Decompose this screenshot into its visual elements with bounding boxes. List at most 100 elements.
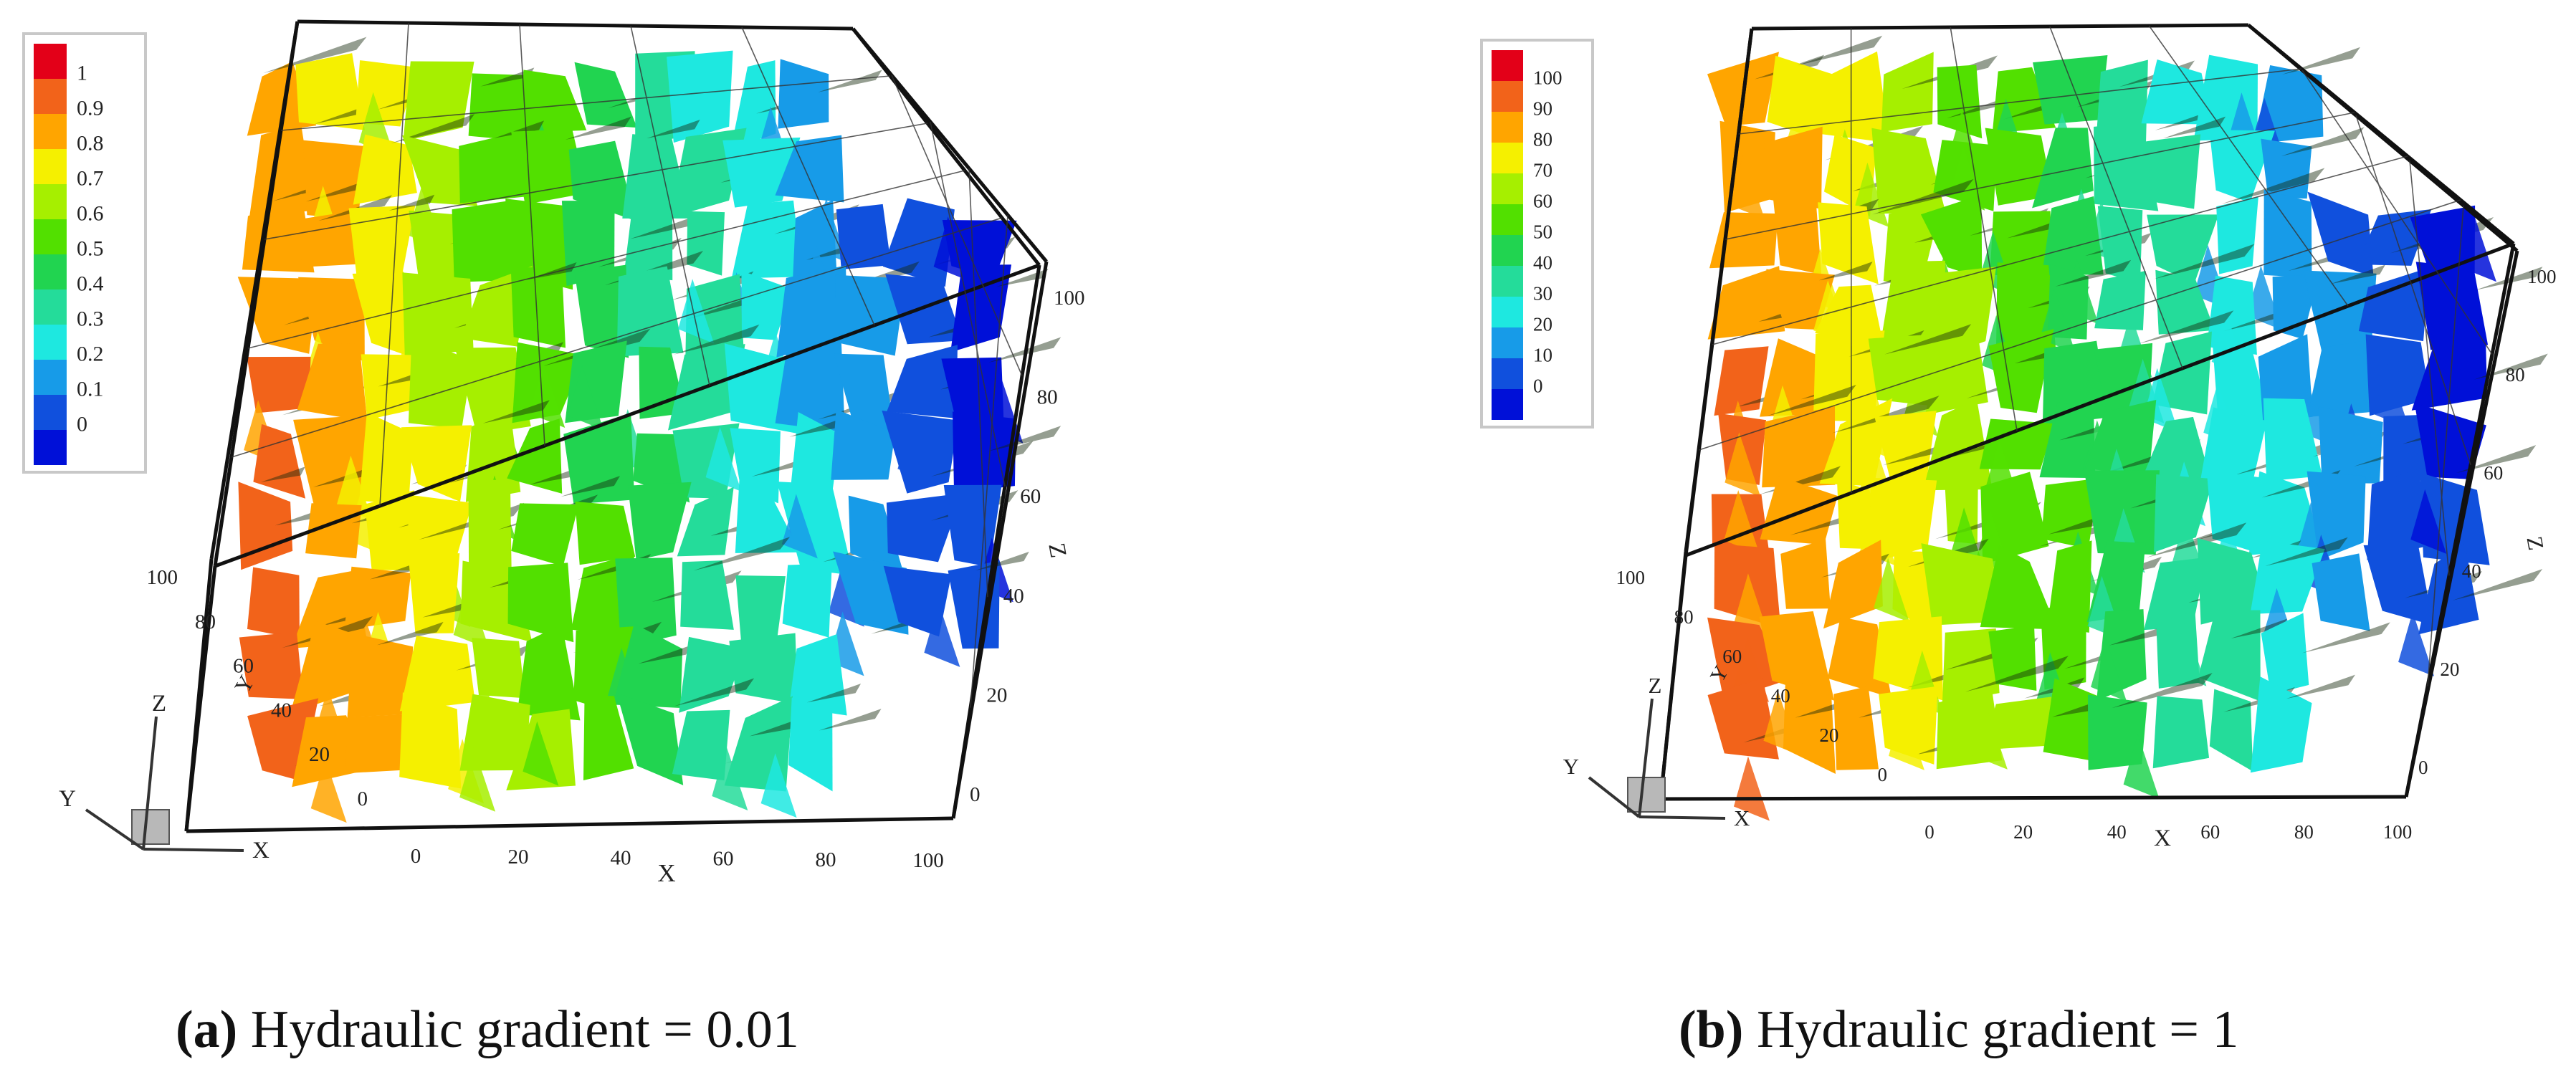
legend-label: 0.8 bbox=[77, 132, 104, 155]
fracture-patch bbox=[1764, 126, 1823, 209]
fracture-patch bbox=[507, 563, 574, 643]
x-tick-label: 20 bbox=[2013, 821, 2033, 843]
fracture-patch bbox=[1981, 697, 2052, 750]
y-tick-label: 20 bbox=[309, 743, 330, 766]
fracture-patch bbox=[2198, 610, 2261, 702]
fracture-patch bbox=[574, 62, 637, 128]
caption-a: (a) Hydraulic gradient = 0.01 bbox=[176, 1000, 799, 1061]
triad-cube bbox=[131, 809, 170, 845]
fracture-patch bbox=[778, 59, 829, 129]
x-tick-label: 20 bbox=[508, 846, 529, 868]
fracture-patch bbox=[731, 200, 803, 279]
legend-swatch bbox=[34, 360, 67, 395]
fracture-plate bbox=[2410, 489, 2447, 554]
fracture-plate bbox=[2123, 734, 2160, 799]
triad-cube bbox=[1627, 777, 1666, 813]
legend-swatch bbox=[1492, 81, 1523, 112]
fracture-plate bbox=[1949, 145, 1985, 211]
fracture-shadow bbox=[975, 551, 1029, 570]
fracture-plate bbox=[924, 602, 960, 667]
grid-line bbox=[247, 170, 965, 349]
y-tick-label: 100 bbox=[147, 566, 178, 589]
fracture-shadow bbox=[482, 400, 550, 423]
legend-label: 10 bbox=[1533, 344, 1552, 365]
fracture-patch bbox=[1823, 540, 1883, 629]
grid-lines bbox=[1699, 25, 2493, 686]
fracture-patch bbox=[2154, 474, 2214, 552]
grid-line bbox=[630, 25, 710, 386]
fracture-plate bbox=[1888, 705, 1924, 770]
fracture-shadow bbox=[2330, 264, 2385, 284]
fracture-patch bbox=[2144, 557, 2207, 631]
fracture-patch bbox=[298, 277, 365, 362]
legend-swatch bbox=[34, 184, 67, 219]
legend-label: 0.3 bbox=[77, 307, 104, 331]
box-edge bbox=[209, 21, 300, 560]
fracture-patch bbox=[401, 425, 472, 502]
triad-x-label: X bbox=[252, 838, 269, 863]
fracture-shadow bbox=[275, 508, 324, 526]
fracture-shadow bbox=[388, 194, 435, 211]
fracture-patch bbox=[1881, 52, 1934, 133]
z-tick-label: 20 bbox=[2440, 659, 2459, 680]
fracture-shadow bbox=[391, 114, 475, 143]
fracture-patch bbox=[505, 198, 573, 290]
fracture-shadow bbox=[2452, 568, 2543, 600]
z-tick-label: 60 bbox=[1020, 485, 1041, 508]
fracture-patch bbox=[1762, 406, 1836, 488]
fracture-patch bbox=[2152, 696, 2210, 769]
grid-line bbox=[2301, 70, 2493, 355]
fracture-patch bbox=[2307, 338, 2379, 417]
fracture-shadow bbox=[313, 464, 377, 487]
z-tick-label: 100 bbox=[1054, 287, 1085, 310]
legend-swatch bbox=[1492, 50, 1523, 81]
fracture-patch bbox=[347, 633, 414, 717]
triad-z-axis bbox=[142, 716, 158, 850]
fracture-plate bbox=[760, 753, 797, 818]
grid-line bbox=[2148, 25, 2349, 307]
fracture-shadow bbox=[647, 120, 700, 139]
fracture-shadow bbox=[996, 268, 1049, 287]
legend-swatch bbox=[34, 289, 67, 325]
grid-line bbox=[280, 75, 891, 131]
z-axis-label: Z bbox=[2522, 535, 2549, 552]
fracture-patch bbox=[735, 479, 801, 553]
fracture-patch bbox=[2041, 478, 2099, 549]
legend-label: 70 bbox=[1533, 159, 1552, 181]
box-edge bbox=[184, 558, 214, 832]
fracture-patch bbox=[563, 413, 635, 504]
fracture-patch bbox=[344, 566, 411, 630]
x-tick-label: 40 bbox=[611, 846, 631, 869]
legend-label: 50 bbox=[1533, 221, 1552, 242]
x-tick-label: 60 bbox=[2200, 821, 2220, 843]
fracture-patch bbox=[1707, 678, 1779, 760]
fracture-patch bbox=[2094, 270, 2146, 330]
fracture-patch bbox=[622, 134, 691, 219]
legend-label: 0.5 bbox=[77, 237, 104, 261]
y-tick-label: 80 bbox=[195, 611, 216, 633]
fracture-patch bbox=[1870, 477, 1937, 563]
fracture-shadow bbox=[674, 678, 755, 707]
fracture-shadow bbox=[2231, 618, 2288, 638]
fracture-patch bbox=[1813, 330, 1885, 422]
fracture-patch bbox=[364, 490, 417, 571]
fracture-patch bbox=[1920, 194, 1983, 279]
fracture-plate bbox=[459, 747, 496, 812]
fracture-plate bbox=[1729, 154, 1765, 219]
fracture-plate bbox=[453, 584, 490, 649]
fracture-patch bbox=[403, 61, 474, 142]
fracture-shadow bbox=[2288, 244, 2365, 271]
y-tick-label: 0 bbox=[358, 788, 368, 810]
fracture-patch bbox=[887, 345, 958, 418]
fracture-patch bbox=[1773, 193, 1822, 275]
fracture-patch bbox=[399, 692, 462, 789]
grid-line bbox=[379, 22, 409, 507]
fracture-plate bbox=[1725, 432, 1761, 497]
fracture-plate bbox=[2398, 611, 2435, 676]
fracture-shadow bbox=[988, 337, 1062, 363]
fracture-patch bbox=[680, 560, 734, 630]
axis-triad bbox=[85, 716, 244, 852]
fracture-patch bbox=[2216, 196, 2258, 274]
fracture-plate bbox=[2170, 621, 2207, 686]
fracture-patch bbox=[459, 131, 528, 204]
